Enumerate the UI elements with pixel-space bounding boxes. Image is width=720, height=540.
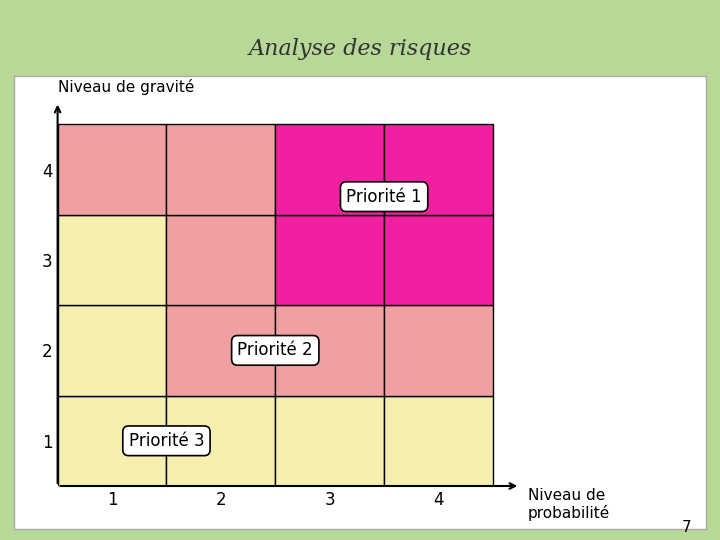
Bar — [384, 396, 493, 486]
Text: 7: 7 — [682, 519, 691, 535]
Bar — [384, 215, 493, 305]
Bar — [275, 124, 384, 215]
Bar — [58, 124, 166, 215]
Bar — [384, 124, 493, 215]
Text: Priorité 3: Priorité 3 — [129, 432, 204, 450]
Bar — [58, 305, 166, 396]
Bar — [275, 396, 384, 486]
Bar — [166, 396, 275, 486]
Bar — [58, 396, 166, 486]
Text: Analyse des risques: Analyse des risques — [248, 38, 472, 60]
Bar — [166, 215, 275, 305]
Bar — [275, 305, 384, 396]
Text: Niveau de
probabilité: Niveau de probabilité — [528, 488, 610, 522]
Text: Niveau de gravité: Niveau de gravité — [58, 79, 194, 96]
Bar — [166, 124, 275, 215]
Text: Priorité 1: Priorité 1 — [346, 188, 422, 206]
Text: Priorité 2: Priorité 2 — [238, 341, 313, 360]
Bar — [58, 215, 166, 305]
Bar — [275, 215, 384, 305]
Bar — [166, 305, 275, 396]
Bar — [384, 305, 493, 396]
